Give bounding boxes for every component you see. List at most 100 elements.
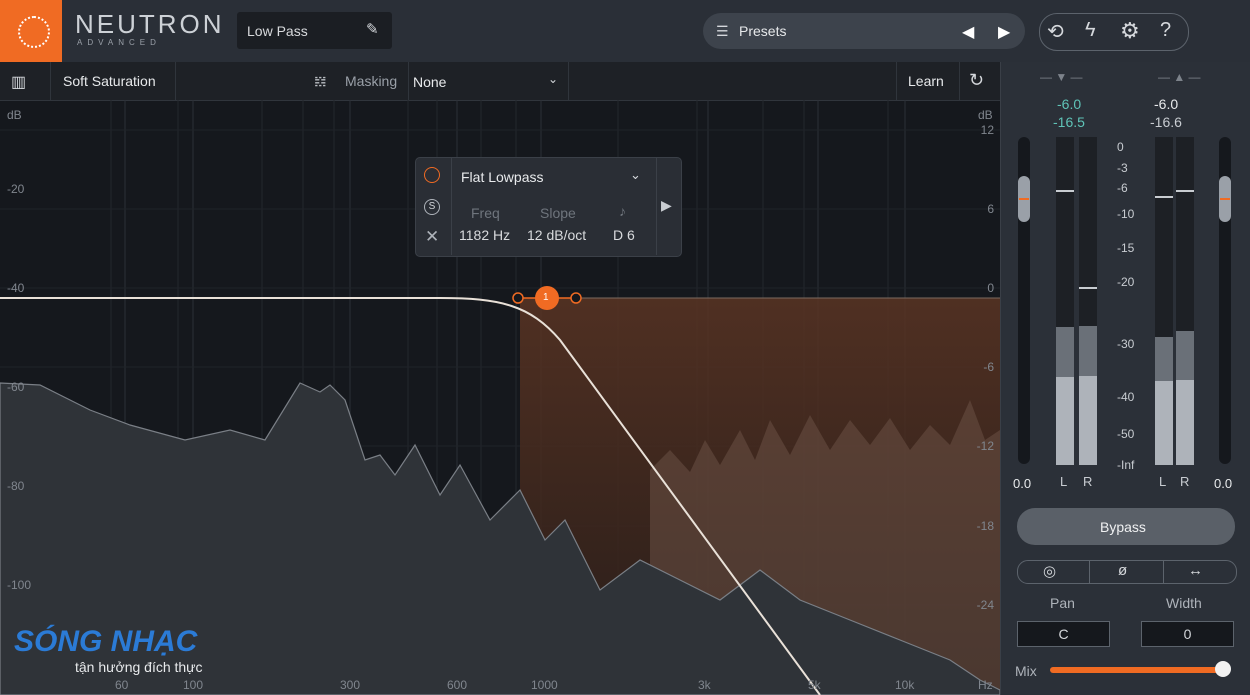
input-marker: — ▼ — (1040, 70, 1083, 84)
db-unit-left: dB (7, 108, 22, 122)
lightning-icon[interactable]: ϟ (1085, 19, 1096, 41)
meter-scale-label: -Inf (1117, 458, 1135, 472)
mix-knob[interactable] (1215, 661, 1231, 677)
swap-button[interactable]: ↔ (1188, 562, 1203, 579)
presets-label: Presets (739, 23, 787, 39)
meter-peak-line (1176, 190, 1194, 192)
pan-value[interactable]: C (1017, 621, 1110, 647)
meter-peak-line (1155, 196, 1173, 198)
channel-label: L (1060, 474, 1068, 489)
meter-scale-label: -20 (1117, 275, 1135, 289)
learn-button[interactable] (896, 62, 960, 100)
preset-name: Low Pass (247, 23, 308, 39)
phase-button[interactable]: ø (1118, 562, 1128, 579)
node-handle[interactable] (512, 292, 524, 304)
input-rms: -16.5 (1053, 114, 1085, 130)
eq-node[interactable] (535, 286, 559, 310)
list-icon: ☰ (716, 23, 729, 39)
db-right-label: -6 (983, 360, 994, 374)
output-rms: -16.6 (1150, 114, 1182, 130)
module-view-icon[interactable]: ▥ (11, 74, 27, 91)
mix-slider[interactable] (1050, 667, 1224, 673)
shape-arrow: ⌄ (630, 167, 641, 182)
meter-scale-label: -40 (1117, 390, 1135, 404)
slope-value[interactable]: 12 dB/oct (527, 227, 587, 243)
edit-icon[interactable]: ✎ (366, 21, 379, 38)
popup-body (451, 157, 657, 255)
freq-label: 600 (447, 678, 468, 692)
mix-label: Mix (1015, 663, 1037, 679)
freq-label: 100 (183, 678, 204, 692)
meter-scale-label: -50 (1117, 427, 1135, 441)
band-enable[interactable] (424, 167, 440, 183)
output-marker: — ▲ — (1158, 70, 1201, 84)
bypass-button[interactable] (1017, 508, 1235, 545)
db-left-label: -80 (7, 479, 25, 493)
bypass-label: Bypass (1100, 519, 1146, 535)
dropdown-arrow: ⌄ (548, 72, 559, 86)
input-peak: -6.0 (1057, 96, 1082, 112)
freq-label: Freq (471, 205, 500, 221)
channel-label: L (1159, 474, 1167, 489)
help-icon[interactable]: ? (1160, 19, 1172, 41)
meter-scale-label: 0 (1117, 140, 1124, 154)
gain-handle-mark (1220, 198, 1230, 200)
solo-button[interactable]: S (424, 199, 440, 215)
learn-label: Learn (908, 73, 944, 89)
meter-scale-label: -10 (1117, 207, 1135, 221)
module-tab[interactable] (50, 62, 176, 100)
channel-label: R (1180, 474, 1190, 489)
node-handle[interactable] (570, 292, 582, 304)
remove-band[interactable]: ✕ (425, 227, 440, 246)
meter-level (1056, 377, 1074, 465)
prev-preset[interactable]: ◀ (962, 24, 975, 41)
db-right-label: 12 (980, 123, 994, 137)
db-unit-right: dB (978, 108, 993, 122)
masking-label: Masking (345, 73, 398, 89)
popup-expand[interactable]: ▶ (661, 197, 672, 213)
presets-bar[interactable] (703, 13, 1025, 49)
stereo-buttons (1017, 560, 1237, 584)
masking-icon: 𝍊 (314, 73, 327, 89)
db-right-label: 6 (987, 202, 994, 216)
band-popup (415, 157, 682, 257)
output-gain[interactable]: 0.0 (1214, 476, 1233, 491)
width-value[interactable]: 0 (1141, 621, 1234, 647)
edition: ADVANCED (77, 38, 161, 47)
output-peak: -6.0 (1154, 96, 1179, 112)
node-number: 1 (543, 292, 549, 303)
freq-value[interactable]: 1182 Hz (459, 227, 511, 243)
brand: NEUTRON (75, 9, 225, 39)
settings-icon[interactable]: ⚙ (1120, 18, 1140, 43)
meter-scale-label: -30 (1117, 337, 1135, 351)
button-dividers (1089, 560, 1164, 584)
reset-icon[interactable]: ↻ (969, 70, 985, 90)
eq-display[interactable] (0, 100, 1000, 695)
history-icon[interactable]: ⟲ (1047, 21, 1064, 43)
db-right-label: -12 (976, 439, 994, 453)
db-left-label: -100 (7, 578, 32, 592)
watermark-brand: SÓNG NHẠC (14, 625, 198, 658)
next-preset[interactable]: ▶ (998, 24, 1011, 41)
toolbar (0, 62, 1000, 101)
preset-name-box[interactable] (237, 12, 392, 49)
meter-scale-label: -15 (1117, 241, 1135, 255)
masking-dropdown[interactable] (408, 62, 569, 100)
input-gain[interactable]: 0.0 (1013, 476, 1032, 491)
filter-shape[interactable]: Flat Lowpass (461, 169, 544, 185)
db-left-label: -60 (7, 380, 25, 394)
note-value: D 6 (613, 227, 635, 243)
freq-label: 3k (698, 678, 711, 692)
logo-icon (18, 16, 50, 48)
meter-peak-line (1056, 190, 1074, 192)
icon-group (1039, 13, 1189, 51)
meter-scale-label: -6 (1117, 181, 1128, 195)
freq-label: 5k (808, 678, 821, 692)
db-left-label: -40 (7, 281, 25, 295)
watermark-tagline: tận hưởng đích thực (75, 659, 203, 675)
note-icon: ♪ (619, 203, 626, 219)
meter-peak-line (1079, 287, 1097, 289)
db-right-label: -18 (976, 519, 994, 533)
mono-button[interactable]: ◎ (1043, 563, 1057, 580)
